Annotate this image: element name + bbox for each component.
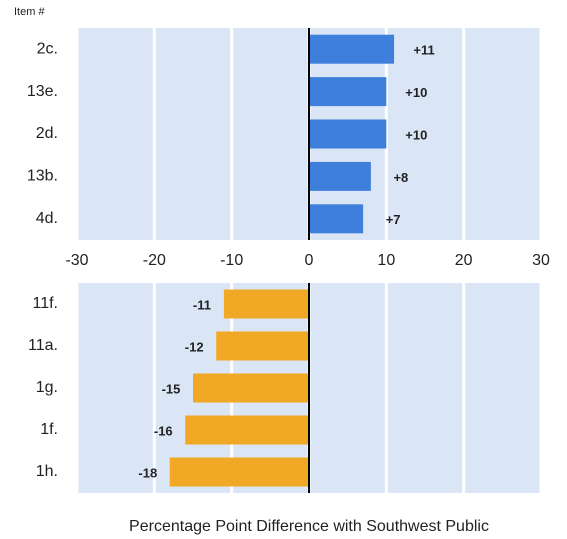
category-label: 1h. bbox=[36, 463, 58, 480]
y-axis-label: Item # bbox=[14, 6, 45, 18]
category-label: 4d. bbox=[36, 210, 58, 227]
category-label: 11f. bbox=[33, 295, 59, 312]
bar bbox=[185, 415, 309, 445]
data-label: -11 bbox=[193, 297, 211, 312]
x-tick-label: 10 bbox=[377, 252, 395, 269]
bar bbox=[193, 373, 309, 403]
data-label: +7 bbox=[386, 212, 401, 227]
category-label: 1g. bbox=[36, 379, 58, 396]
data-label: -18 bbox=[138, 465, 157, 480]
x-tick-label: 0 bbox=[305, 252, 314, 269]
bar bbox=[223, 289, 309, 319]
x-tick-label: -10 bbox=[220, 252, 243, 269]
bar bbox=[216, 331, 309, 361]
x-tick-label: 30 bbox=[532, 252, 550, 269]
data-label: +11 bbox=[413, 43, 434, 58]
bar bbox=[309, 34, 395, 64]
data-label: -16 bbox=[154, 423, 173, 438]
bar bbox=[309, 161, 371, 191]
bar bbox=[309, 119, 387, 149]
data-label: +8 bbox=[393, 170, 408, 185]
category-label: 13e. bbox=[27, 83, 58, 100]
category-label: 2d. bbox=[36, 125, 58, 142]
data-label: +10 bbox=[405, 85, 427, 100]
category-label: 11a. bbox=[28, 337, 58, 354]
bar bbox=[169, 457, 309, 487]
bar bbox=[309, 77, 387, 107]
x-tick-label: -30 bbox=[65, 252, 88, 269]
data-label: -15 bbox=[162, 381, 181, 396]
bar bbox=[309, 204, 364, 234]
data-label: -12 bbox=[185, 339, 204, 354]
x-tick-label: -20 bbox=[143, 252, 166, 269]
data-label: +10 bbox=[405, 127, 427, 142]
category-label: 2c. bbox=[37, 40, 58, 57]
category-label: 1f. bbox=[40, 421, 58, 438]
x-axis-label: Percentage Point Difference with Southwe… bbox=[129, 518, 489, 535]
x-tick-label: 20 bbox=[455, 252, 473, 269]
category-label: 13b. bbox=[27, 168, 58, 185]
